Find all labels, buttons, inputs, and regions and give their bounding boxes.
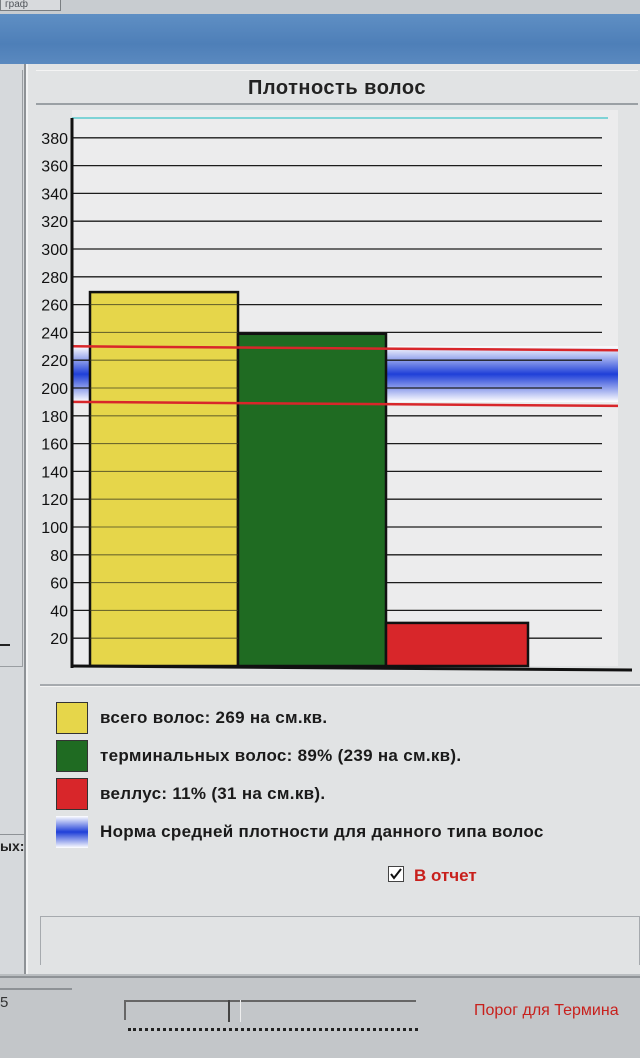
left-panel-tick <box>0 644 10 646</box>
legend-label-vellus: веллус: 11% (31 на см.кв). <box>100 784 326 803</box>
y-tick-label: 140 <box>41 464 68 481</box>
red-reference-line <box>71 400 619 408</box>
slider-left-cap <box>124 1000 126 1020</box>
legend-item-vellus: веллус: 11% (31 на см.кв). <box>56 778 636 812</box>
legend-label-norm: Норма средней плотности для данного типа… <box>100 822 544 841</box>
left-panel-frame <box>0 70 23 667</box>
threshold-label: Порог для Термина <box>474 1002 619 1019</box>
legend-item-norm: Норма средней плотности для данного типа… <box>56 816 636 850</box>
yellow-swatch-icon <box>56 702 88 734</box>
left-panel: ых: <box>0 64 26 974</box>
x-axis <box>71 664 633 672</box>
bar-terminal <box>236 332 388 668</box>
y-tick-label: 180 <box>41 409 68 426</box>
y-tick-label: 20 <box>50 631 68 648</box>
chart-title: Плотность волос <box>36 70 638 105</box>
report-checkbox[interactable] <box>388 866 404 882</box>
top-tab[interactable]: граф <box>0 0 61 11</box>
y-tick-label: 360 <box>41 159 68 176</box>
report-checkbox-label[interactable]: В отчет <box>414 866 477 885</box>
y-tick-label: 220 <box>41 353 68 370</box>
slider-thumb[interactable] <box>228 1000 241 1022</box>
left-panel-divider <box>0 834 24 835</box>
window-title-strip <box>0 14 640 64</box>
status-bar: 5 Порог для Термина <box>0 976 640 1058</box>
report-frame <box>40 916 640 965</box>
green-swatch-icon <box>56 740 88 772</box>
y-tick-label: 100 <box>41 520 68 537</box>
blue-gradient-swatch-icon <box>56 816 88 848</box>
y-tick-label: 80 <box>50 548 68 565</box>
threshold-slider[interactable] <box>120 994 420 1031</box>
left-panel-text: ых: <box>0 838 25 854</box>
slider-track <box>126 1000 416 1002</box>
status-divider <box>0 988 72 990</box>
y-tick-label: 380 <box>41 131 68 148</box>
bar-chart: 20 40 60 80 100 120 140 160 180 200 220 240 260 280 30… <box>41 110 633 672</box>
y-tick-label: 300 <box>41 242 68 259</box>
checkmark-icon <box>390 868 402 880</box>
y-tick-label: 240 <box>41 325 68 342</box>
slider-ticks <box>128 1028 418 1034</box>
status-number: 5 <box>0 994 9 1011</box>
red-reference-line <box>71 345 619 352</box>
top-bar: граф <box>0 0 640 14</box>
y-tick-label: 200 <box>41 381 68 398</box>
y-tick-label: 320 <box>41 214 68 231</box>
y-tick-label: 160 <box>41 437 68 454</box>
y-tick-label: 280 <box>41 270 68 287</box>
legend-item-terminal: терминальных волос: 89% (239 на см.кв). <box>56 740 636 774</box>
legend-item-total: всего волос: 269 на см.кв. <box>56 702 636 736</box>
legend-label-total: всего волос: 269 на см.кв. <box>100 708 328 727</box>
legend-label-terminal: терминальных волос: 89% (239 на см.кв). <box>100 746 462 765</box>
y-tick-label: 60 <box>50 576 68 593</box>
bar-vellus <box>384 621 530 668</box>
chart-panel: Плотность волос 20 40 60 80 100 120 140 160 180 2… <box>26 64 640 974</box>
red-swatch-icon <box>56 778 88 810</box>
y-tick-label: 260 <box>41 298 68 315</box>
legend-divider <box>40 684 640 687</box>
y-tick-label: 340 <box>41 186 68 203</box>
y-tick-label: 40 <box>50 603 68 620</box>
y-tick-label: 120 <box>41 492 68 509</box>
